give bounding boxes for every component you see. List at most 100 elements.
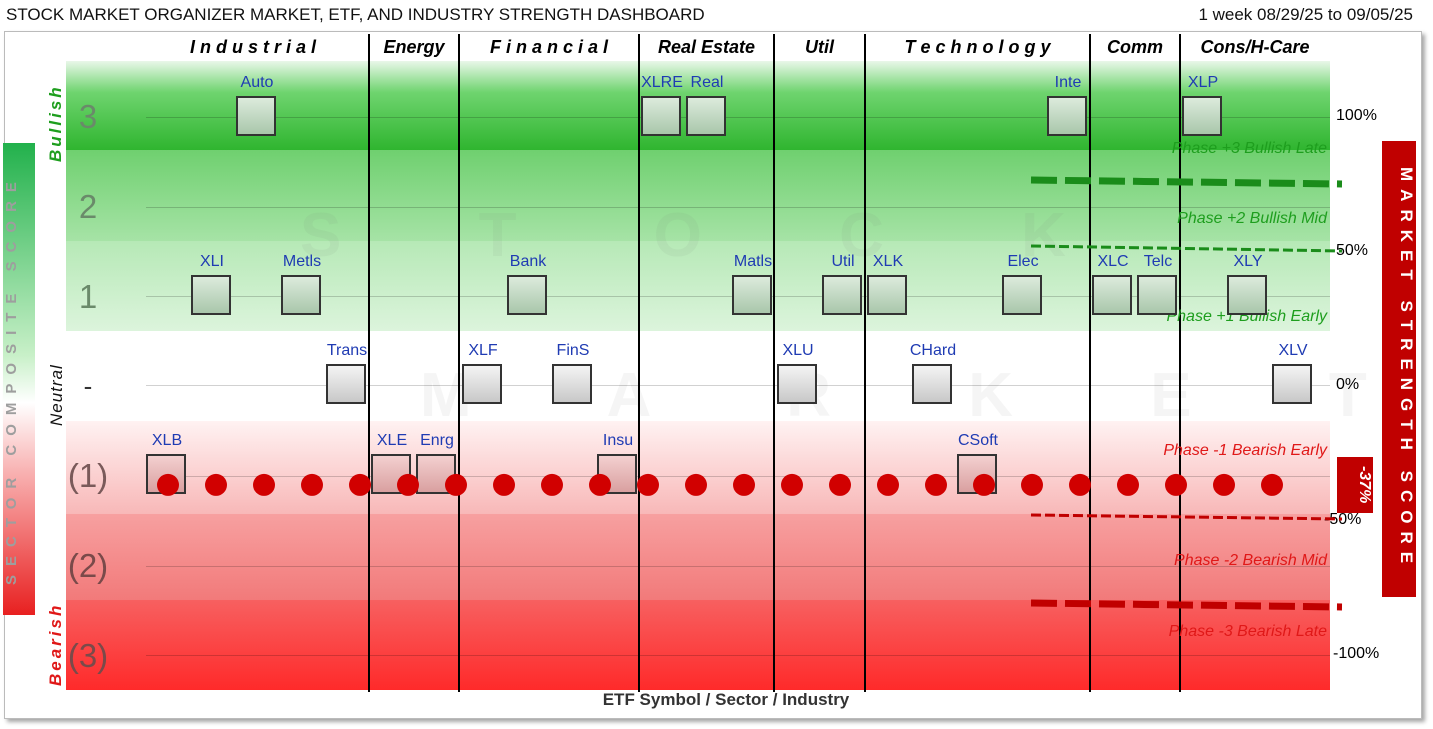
symbol-label-fins: FinS — [556, 342, 590, 359]
sector-divider — [1089, 34, 1091, 692]
gridline-neg2 — [146, 566, 1330, 567]
symbol-label-elec: Elec — [1007, 253, 1039, 270]
symbol-label-enrg: Enrg — [420, 432, 454, 449]
market-strength-dot — [1213, 473, 1235, 496]
row-label-neg2: (2) — [67, 547, 109, 584]
symbol-label-xly: XLY — [1233, 253, 1263, 270]
symbol-box-xlre — [641, 96, 681, 136]
x-axis-label: ETF Symbol / Sector / Industry — [602, 690, 850, 709]
band-bear-2 — [66, 514, 1330, 600]
symbol-box-auto — [236, 96, 276, 136]
sector-header-cons-hcare: Cons/H-Care — [1200, 37, 1310, 57]
phase-boundary-bull-mid — [1030, 244, 1343, 253]
market-strength-dot — [253, 473, 275, 496]
market-strength-dot — [877, 473, 899, 496]
market-strength-dots — [157, 473, 1283, 496]
gridline-2 — [146, 207, 1330, 208]
row-label-neg3: (3) — [67, 637, 109, 674]
symbol-label-insu: Insu — [602, 432, 634, 449]
pct-tick-50: 50% — [1336, 242, 1369, 259]
sector-header-technology: T e c h n o l o g y — [904, 37, 1051, 57]
sector-header-financial: F i n a n c i a l — [489, 37, 609, 57]
row-label-3: 3 — [78, 98, 98, 135]
symbol-label-xlv: XLV — [1278, 342, 1308, 359]
sector-header-util: Util — [805, 37, 834, 57]
symbol-label-xlf: XLF — [468, 342, 498, 359]
symbol-box-metls — [281, 275, 321, 315]
sector-score-bar — [3, 143, 35, 615]
row-label-0: - — [83, 371, 93, 401]
sector-header-energy: Energy — [383, 37, 445, 57]
market-strength-dot — [1261, 473, 1283, 496]
market-strength-dot — [541, 473, 563, 496]
symbol-label-xlc: XLC — [1097, 253, 1129, 270]
market-strength-dot — [349, 473, 371, 496]
symbol-label-inte: Inte — [1054, 74, 1082, 91]
row-label-1: 1 — [78, 278, 98, 315]
symbol-label-xlp: XLP — [1187, 74, 1219, 91]
gridline-neg3 — [146, 655, 1330, 656]
market-strength-value: -37% — [1356, 466, 1373, 504]
symbol-label-chard: CHard — [909, 342, 957, 359]
market-strength-dot — [157, 473, 179, 496]
market-strength-dot — [589, 473, 611, 496]
pct-tick-0: 0% — [1336, 376, 1360, 393]
market-strength-axis-label: MARKET STRENGTH SCORE — [1397, 166, 1416, 572]
symbol-box-real — [686, 96, 726, 136]
market-strength-dot — [397, 473, 419, 496]
market-strength-dot — [637, 473, 659, 496]
symbol-label-xlre: XLRE — [641, 74, 683, 91]
pct-tick-neg100: -100% — [1333, 645, 1380, 662]
phase-label-bull-early: Phase +1 Bullish Early — [1166, 308, 1327, 325]
symbol-box-elec — [1002, 275, 1042, 315]
market-strength-dot — [1117, 473, 1139, 496]
symbol-box-telc — [1137, 275, 1177, 315]
market-strength-dot — [493, 473, 515, 496]
symbol-label-csoft: CSoft — [957, 432, 998, 449]
symbol-box-xlk — [867, 275, 907, 315]
market-strength-dot — [829, 473, 851, 496]
symbol-label-auto: Auto — [240, 74, 274, 91]
row-label-2: 2 — [78, 188, 98, 225]
market-strength-dot — [301, 473, 323, 496]
symbol-box-matls — [732, 275, 772, 315]
symbol-box-xlc — [1092, 275, 1132, 315]
dashboard-title: STOCK MARKET ORGANIZER MARKET, ETF, AND … — [6, 5, 705, 24]
symbol-box-xlv — [1272, 364, 1312, 404]
symbol-box-xlp — [1182, 96, 1222, 136]
phase-boundary-bear-mid — [1030, 599, 1343, 611]
symbol-box-xlf — [462, 364, 502, 404]
symbol-label-real: Real — [690, 74, 724, 91]
phase-boundary-bear-early — [1030, 513, 1343, 521]
symbol-box-chard — [912, 364, 952, 404]
symbol-box-inte — [1047, 96, 1087, 136]
symbol-box-util — [822, 275, 862, 315]
phase-label-bear-early: Phase -1 Bearish Early — [1163, 442, 1327, 459]
symbol-label-xlk: XLK — [872, 253, 904, 270]
market-strength-dot — [781, 473, 803, 496]
phase-boundary-bull-late — [1030, 176, 1343, 188]
symbol-label-xli: XLI — [199, 253, 224, 270]
watermark: S T O C K — [300, 201, 1126, 270]
symbol-box-xly — [1227, 275, 1267, 315]
symbol-label-xle: XLE — [376, 432, 408, 449]
sector-divider — [368, 34, 370, 692]
market-strength-dot — [1021, 473, 1043, 496]
market-strength-flag — [1337, 457, 1373, 513]
row-label-neg1: (1) — [67, 457, 109, 494]
market-strength-dot — [973, 473, 995, 496]
sector-divider — [638, 34, 640, 692]
market-strength-dot — [1069, 473, 1091, 496]
symbol-label-xlu: XLU — [782, 342, 814, 359]
symbol-label-metls: Metls — [282, 253, 322, 270]
pct-tick-neg50: -50% — [1324, 511, 1362, 528]
symbol-label-xlb: XLB — [151, 432, 183, 449]
symbol-box-xli — [191, 275, 231, 315]
symbol-label-trans: Trans — [326, 342, 368, 359]
band-bear-3 — [66, 600, 1330, 690]
market-strength-dot — [733, 473, 755, 496]
market-strength-dot — [445, 473, 467, 496]
pct-tick-100: 100% — [1336, 107, 1377, 124]
phase-label-bull-late: Phase +3 Bullish Late — [1171, 140, 1327, 157]
phase-label-bull-mid: Phase +2 Bullish Mid — [1177, 210, 1327, 227]
